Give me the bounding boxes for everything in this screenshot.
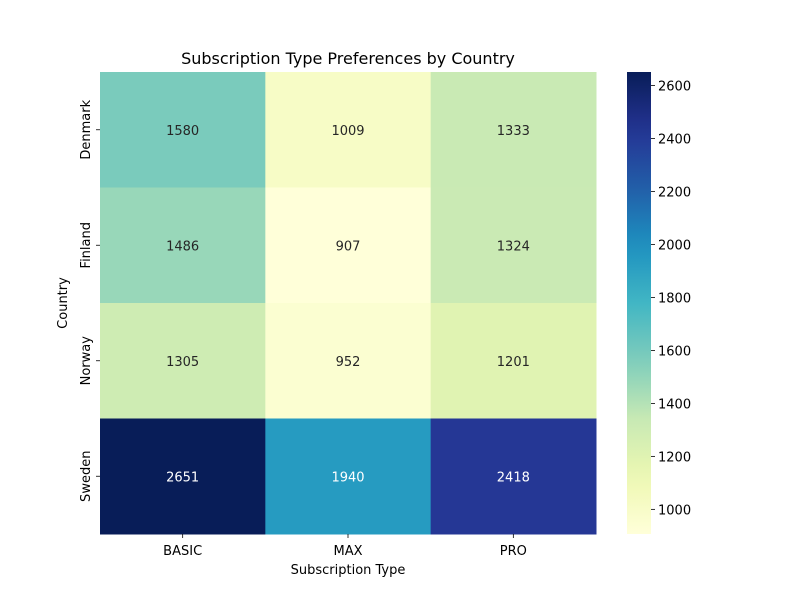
heatmap-cell <box>430 72 597 188</box>
heatmap-cell <box>265 418 432 535</box>
y-tick-label: Denmark <box>79 99 94 159</box>
x-tick-label: MAX <box>333 544 362 559</box>
cell-value-label: 1305 <box>166 355 199 370</box>
y-axis-label: Country <box>56 277 71 329</box>
cell-value-label: 2418 <box>497 470 530 485</box>
y-tick-label: Finland <box>79 222 94 268</box>
cell-value-label: 1486 <box>166 239 199 254</box>
colorbar-tick-label: 1200 <box>658 450 691 465</box>
cell-value-label: 1580 <box>166 124 199 139</box>
cell-value-label: 2651 <box>166 470 199 485</box>
heatmap-cell <box>265 187 432 304</box>
colorbar-tick-label: 1400 <box>658 397 691 412</box>
heatmap-cell <box>265 72 432 188</box>
heatmap-cell <box>100 72 266 188</box>
heatmap-cells: 1580 1009 1333 1486 907 1324 1305 952 1201 2651 19… <box>100 72 597 535</box>
heatmap-cell <box>100 303 266 419</box>
heatmap-cell <box>100 187 266 304</box>
cell-value-label: 1940 <box>331 470 364 485</box>
colorbar-tick-label: 1600 <box>658 344 691 359</box>
chart-title: Subscription Type Preferences by Country <box>181 49 515 68</box>
colorbar-tick-label: 2400 <box>658 132 691 147</box>
colorbar-tick-label: 1800 <box>658 291 691 306</box>
y-axis: Denmark Finland Norway Sweden <box>79 99 100 502</box>
cell-value-label: 1201 <box>497 355 530 370</box>
heatmap-cell <box>430 418 597 535</box>
colorbar: 1000 1200 1400 1600 1800 2000 2200 2400 2600 <box>627 72 691 534</box>
colorbar-tick-label: 2000 <box>658 238 691 253</box>
cell-value-label: 1324 <box>497 239 530 254</box>
cell-value-label: 907 <box>336 239 361 254</box>
heatmap-cell <box>430 187 597 304</box>
colorbar-tick-label: 1000 <box>658 503 691 518</box>
cell-value-label: 952 <box>336 355 361 370</box>
heatmap-cell <box>100 418 266 535</box>
x-axis: BASIC MAX PRO <box>163 534 527 559</box>
cell-value-label: 1333 <box>497 124 530 139</box>
y-tick-label: Sweden <box>79 451 94 502</box>
x-axis-label: Subscription Type <box>291 563 406 578</box>
x-tick-label: PRO <box>500 544 527 559</box>
colorbar-gradient <box>627 72 651 534</box>
heatmap-cell <box>265 303 432 419</box>
y-tick-label: Norway <box>79 336 94 386</box>
colorbar-tick-label: 2600 <box>658 80 691 95</box>
x-tick-label: BASIC <box>163 544 202 559</box>
heatmap-cell <box>430 303 597 419</box>
colorbar-tick-label: 2200 <box>658 185 691 200</box>
cell-value-label: 1009 <box>331 124 364 139</box>
